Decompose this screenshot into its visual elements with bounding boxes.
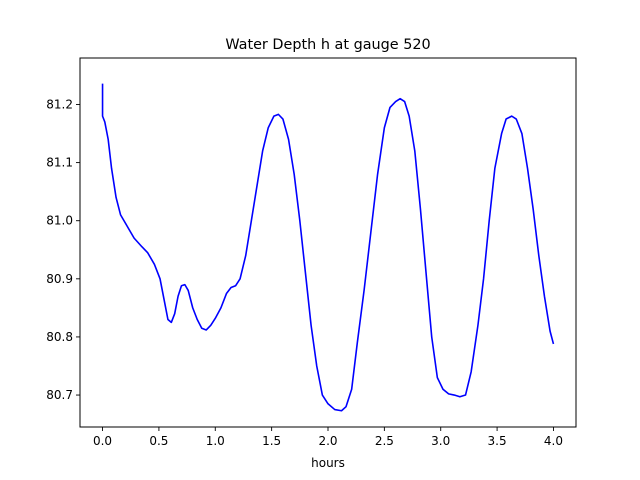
y-tick-label: 81.1	[46, 156, 73, 170]
y-tick-label: 80.7	[46, 388, 73, 402]
y-tick-label: 81.0	[46, 214, 73, 228]
y-tick-label: 80.8	[46, 330, 73, 344]
x-tick-label: 4.0	[544, 434, 563, 448]
series-line-0	[101, 83, 555, 412]
y-tick-label: 81.2	[46, 97, 73, 111]
plot-area	[101, 83, 555, 412]
x-axis-label: hours	[311, 456, 345, 470]
x-axis: 0.0 0.5 1.0 1.5 2.0 2.5 3.0 3.5 4.0	[93, 427, 563, 448]
x-tick-label: 3.5	[488, 434, 507, 448]
x-tick-label: 2.5	[375, 434, 394, 448]
x-tick-label: 3.0	[431, 434, 450, 448]
x-tick-label: 1.5	[262, 434, 281, 448]
x-tick-label: 1.0	[206, 434, 225, 448]
x-tick-label: 0.0	[93, 434, 112, 448]
x-tick-label: 0.5	[149, 434, 168, 448]
chart-title: Water Depth h at gauge 520	[225, 37, 430, 53]
plot-frame	[79, 57, 577, 428]
y-axis: 80.7 80.8 80.9 81.0 81.1 81.2	[46, 97, 80, 402]
y-tick-label: 80.9	[46, 272, 73, 286]
x-tick-label: 2.0	[318, 434, 337, 448]
